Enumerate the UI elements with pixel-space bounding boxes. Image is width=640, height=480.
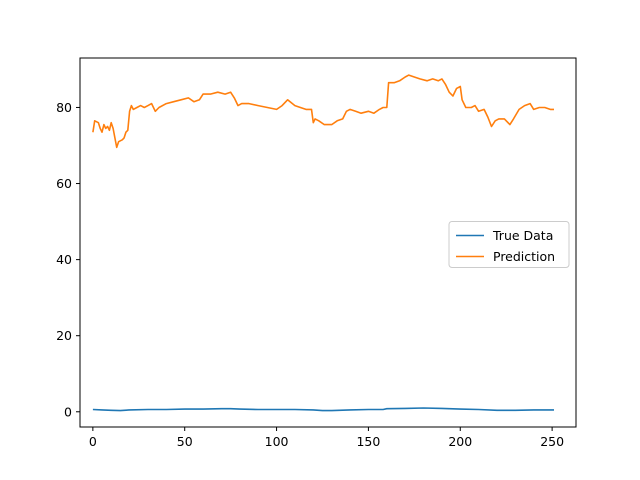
y-axis: 0 20 40 60 80: [56, 100, 80, 419]
legend-label: True Data: [492, 228, 553, 243]
x-tick-label: 250: [540, 434, 564, 449]
x-axis: 0 50 100 150 200 250: [89, 427, 564, 449]
axes-frame: [79, 57, 577, 428]
y-tick-label: 20: [56, 328, 72, 343]
legend-label: Prediction: [493, 249, 555, 264]
legend: True Data Prediction: [448, 221, 570, 268]
series-line-true-data: [92, 407, 554, 412]
series-line-prediction: [92, 74, 554, 149]
x-tick-label: 200: [448, 434, 472, 449]
x-tick-label: 0: [89, 434, 97, 449]
y-tick-label: 40: [56, 252, 72, 267]
x-tick-label: 100: [265, 434, 289, 449]
y-tick-label: 80: [56, 100, 72, 115]
x-tick-label: 50: [177, 434, 193, 449]
x-tick-label: 150: [356, 434, 380, 449]
y-tick-label: 60: [56, 176, 72, 191]
series-layer: [92, 74, 554, 412]
y-tick-label: 0: [64, 404, 72, 419]
